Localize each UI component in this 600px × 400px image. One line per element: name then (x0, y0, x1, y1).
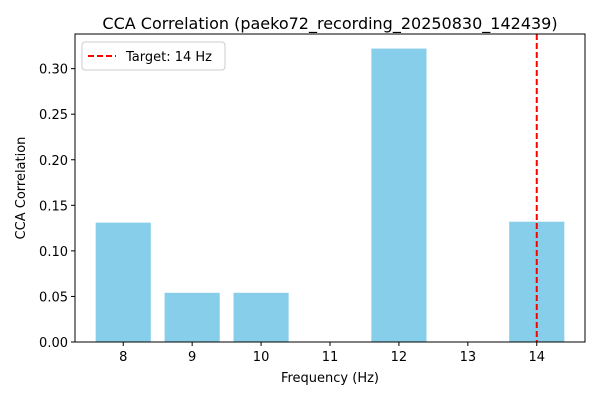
y-tick-label: 0.30 (39, 63, 68, 78)
y-tick-label: 0.00 (39, 336, 68, 351)
y-tick-label: 0.20 (39, 154, 68, 169)
bar-12hz (371, 48, 427, 342)
y-tick-label: 0.15 (39, 199, 68, 214)
y-tick-label: 0.05 (39, 290, 68, 305)
x-tick-label: 13 (460, 350, 477, 365)
chart-title: CCA Correlation (paeko72_recording_20250… (102, 14, 557, 34)
x-tick-label: 12 (391, 350, 408, 365)
bar-8hz (95, 222, 151, 342)
bar-9hz (164, 292, 220, 342)
legend: Target: 14 Hz (81, 41, 226, 71)
legend-target-label: Target: 14 Hz (125, 50, 212, 65)
x-tick-label: 9 (188, 350, 196, 365)
x-tick-label: 8 (119, 350, 127, 365)
bar-10hz (233, 292, 289, 342)
bars-group (95, 48, 565, 342)
x-tick-label: 10 (253, 350, 270, 365)
legend-box (81, 41, 226, 71)
x-tick-label: 11 (322, 350, 339, 365)
plot-frame (74, 33, 586, 343)
y-axis: 0.00 0.05 0.10 0.15 0.20 0.25 0.30 (39, 63, 75, 351)
y-axis-title: CCA Correlation (14, 137, 29, 240)
y-tick-label: 0.10 (39, 245, 68, 260)
x-axis: 8 9 10 11 12 13 14 (119, 342, 545, 365)
y-tick-label: 0.25 (39, 108, 68, 123)
x-tick-label: 14 (528, 350, 545, 365)
x-axis-title: Frequency (Hz) (281, 371, 379, 386)
